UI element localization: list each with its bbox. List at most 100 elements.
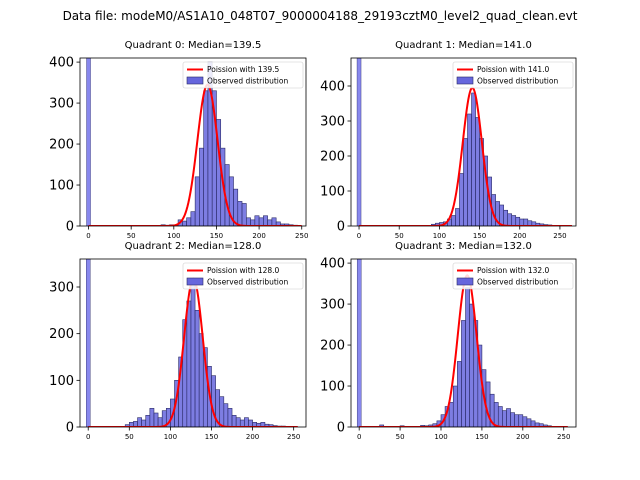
y-tick-label: 400 <box>320 80 345 95</box>
histogram-bar <box>231 415 237 427</box>
x-tick-label: 150 <box>473 232 486 240</box>
legend-box <box>452 262 574 290</box>
x-tick-label: 200 <box>513 232 526 240</box>
histogram-bar <box>182 220 187 226</box>
x-tick-label: 50 <box>395 232 404 240</box>
histogram-bar <box>522 416 528 427</box>
legend: Poission with 128.0 Observed distribution <box>182 262 304 290</box>
y-tick-label: 0 <box>66 220 74 235</box>
histogram-bar <box>190 211 196 226</box>
histogram-bar <box>455 208 460 226</box>
y-tick-label: 0 <box>66 421 74 436</box>
legend-entry-observed: Observed distribution <box>207 278 288 287</box>
x-tick-label: 0 <box>357 433 361 441</box>
y-tick-label: 100 <box>320 380 345 395</box>
histogram-bar <box>499 204 504 226</box>
histogram-bar <box>459 173 464 226</box>
axes-frame <box>350 57 577 227</box>
subplot-quadrant-3: Quadrant 3: Median=132.0 0 100 200 300 400 0 50… <box>320 241 577 441</box>
histogram-bar <box>514 414 520 427</box>
y-tick-label: 200 <box>49 327 74 342</box>
y-tick-label: 100 <box>320 185 345 200</box>
subplot-quadrant-1: Quadrant 1: Median=141.0 0 100 200 300 400 0 50… <box>320 40 577 240</box>
x-tick-label: 100 <box>433 232 446 240</box>
zero-bin-spike <box>356 58 362 226</box>
legend-bar-swatch <box>456 76 474 85</box>
axes-frame <box>79 57 307 227</box>
histogram-bar <box>507 213 513 226</box>
x-tick-label: 0 <box>86 433 90 441</box>
histogram-bar <box>227 408 233 427</box>
legend-entry-fit: Poission with 128.0 <box>207 266 280 275</box>
subplot-title: Quadrant 1: Median=141.0 <box>395 40 532 51</box>
x-tick-label: 0 <box>86 232 90 240</box>
y-tick-label: 200 <box>320 339 345 354</box>
histogram-bar <box>186 300 192 427</box>
histogram-bar <box>263 215 268 226</box>
legend-entry-observed: Observed distribution <box>207 77 288 86</box>
histogram-bar <box>235 417 241 427</box>
legend-bar-swatch <box>186 76 204 85</box>
subplot-quadrant-0: Quadrant 0: Median=139.5 0 100 200 300 400 0 50… <box>49 40 308 240</box>
histogram-bar <box>497 406 503 427</box>
x-tick-label: 100 <box>434 433 447 441</box>
axes-frame <box>79 258 307 428</box>
x-tick-label: 50 <box>396 433 405 441</box>
histogram-bar <box>493 402 499 427</box>
histogram-bar <box>457 361 462 427</box>
legend-box <box>452 61 574 89</box>
histogram-bar <box>190 282 196 427</box>
histogram-bar <box>511 215 517 226</box>
x-tick-label: 250 <box>295 232 308 240</box>
legend-box <box>182 61 304 89</box>
subplot-title: Quadrant 3: Median=132.0 <box>395 241 532 252</box>
histogram-bar <box>503 209 508 226</box>
histogram-bar <box>510 412 515 427</box>
y-tick-label: 0 <box>337 421 345 436</box>
legend-entry-observed: Observed distribution <box>477 278 558 287</box>
zero-bin-spike <box>356 259 362 427</box>
x-tick-label: 150 <box>475 433 488 441</box>
subplot-grid: Quadrant 0: Median=139.5 0 100 200 300 400 0 50… <box>49 40 577 441</box>
legend: Poission with 139.5 Observed distribution <box>182 61 304 89</box>
figure-title: Data file: modeM0/AS1A10_048T07_90000041… <box>63 9 578 23</box>
y-tick-label: 100 <box>49 374 74 389</box>
subplot-title: Quadrant 2: Median=128.0 <box>125 241 262 252</box>
x-tick-label: 200 <box>252 232 265 240</box>
zero-bin-spike <box>86 58 91 226</box>
histogram-bar <box>451 215 456 226</box>
x-tick-label: 100 <box>167 232 180 240</box>
y-tick-label: 0 <box>337 220 345 235</box>
x-tick-label: 200 <box>516 433 529 441</box>
histogram-bar <box>194 310 200 427</box>
y-tick-label: 400 <box>320 257 345 272</box>
legend-bar-swatch <box>456 277 474 286</box>
poisson-fit-line <box>359 86 572 226</box>
histogram-bar <box>219 396 225 427</box>
histogram-bar <box>141 419 147 427</box>
histogram-bar <box>153 412 159 427</box>
histogram-bar <box>465 287 470 427</box>
x-tick-label: 150 <box>210 232 223 240</box>
histogram-bar <box>523 218 529 226</box>
histogram-bar <box>237 201 243 226</box>
histogram-bar <box>469 303 475 427</box>
x-tick-label: 250 <box>557 433 570 441</box>
poisson-fit-line <box>88 83 302 226</box>
histogram-bar <box>186 217 192 226</box>
histogram-bar <box>448 402 454 427</box>
legend-box <box>182 262 304 290</box>
histogram-bar <box>137 417 142 427</box>
histogram-bar <box>471 92 476 226</box>
x-tick-label: 250 <box>553 232 566 240</box>
histogram-bar <box>506 408 511 427</box>
y-tick-label: 200 <box>320 150 345 165</box>
histogram-bar <box>467 113 472 226</box>
histogram-bar <box>145 415 151 427</box>
histogram-bar <box>515 216 521 226</box>
legend-entry-fit: Poission with 139.5 <box>207 65 280 74</box>
histogram-bar <box>198 333 204 427</box>
y-tick-label: 300 <box>320 298 345 313</box>
y-tick-label: 300 <box>49 281 74 296</box>
